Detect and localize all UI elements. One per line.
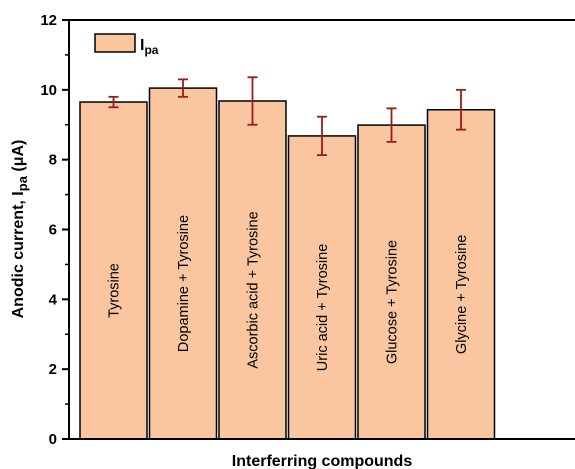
legend-label: Ipa [140, 37, 159, 57]
x-axis-title: Interferring compounds [232, 453, 413, 469]
y-tick-label: 0 [49, 431, 57, 448]
error-bars-layer [108, 76, 466, 157]
y-axis-title: Anodic current, Ipa (μA) [10, 140, 30, 319]
bar [426, 108, 496, 440]
bar [79, 101, 148, 440]
y-tick-label: 4 [49, 291, 58, 308]
bar [357, 124, 426, 440]
y-ticks-layer: 0 2 4 6 8 10 12 [40, 12, 69, 448]
bar [148, 87, 218, 440]
legend-label-main: I [140, 37, 144, 54]
bar-category-label: Glucose + Tyrosine [385, 240, 401, 364]
y-tick-label: 10 [40, 82, 57, 99]
legend-swatch [94, 33, 136, 53]
y-axis-title-sub: pa [15, 175, 30, 191]
bar-category-label: Tyrosine [107, 263, 123, 318]
legend-label-sub: pa [144, 43, 158, 57]
y-axis-title-main: Anodic current, I [10, 191, 27, 318]
bar-category-label: Ascorbic acid + Tyrosine [246, 211, 262, 368]
bar-category-label: Glycine + Tyrosine [454, 235, 470, 354]
bar-labels-layer: Tyrosine Dopamine + Tyrosine Ascorbic acid… [107, 211, 471, 371]
bar [287, 135, 357, 440]
legend: Ipa [94, 33, 159, 57]
y-tick-label: 6 [49, 222, 57, 239]
bar-category-label: Dopamine + Tyrosine [176, 215, 192, 352]
y-tick-label: 2 [49, 361, 57, 378]
bar-category-label: Uric acid + Tyrosine [315, 244, 331, 371]
y-axis-title-unit: (μA) [10, 140, 27, 176]
y-tick-label: 12 [40, 12, 57, 29]
y-tick-label: 8 [49, 152, 57, 169]
bars-layer [79, 87, 496, 440]
